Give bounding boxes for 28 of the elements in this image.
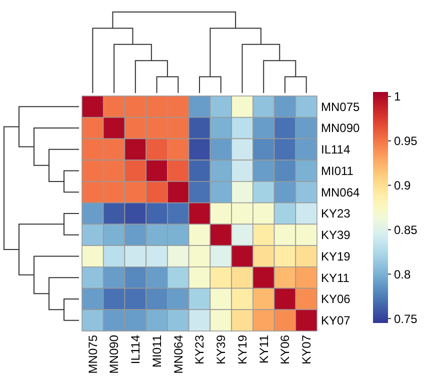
x-tick-label: KY23 [192, 334, 207, 364]
color-bar-label: 1 [394, 90, 401, 104]
color-bar-label: 0.85 [394, 222, 418, 237]
x-tick-label: MN075 [86, 334, 100, 374]
y-tick-label: KY06 [321, 292, 351, 306]
color-bar-label: 0.75 [394, 312, 418, 326]
x-tick-label: MI011 [150, 334, 164, 368]
y-tick-label: KY39 [321, 228, 351, 242]
x-tick-label: KY19 [235, 334, 250, 364]
x-tick-label: KY39 [214, 334, 228, 364]
color-bar-label: 0.8 [394, 267, 412, 282]
y-tick-label: IL114 [321, 142, 350, 157]
y-tick-label: KY07 [321, 314, 351, 328]
x-tick-label: MN090 [107, 334, 122, 374]
y-tick-label: MN075 [321, 100, 360, 114]
y-tick-label: KY11 [321, 270, 350, 285]
y-tick-label: MI011 [321, 164, 354, 178]
y-tick-label: KY23 [321, 206, 351, 221]
y-tick-label: MN090 [321, 121, 360, 136]
x-tick-label: KY06 [278, 334, 292, 364]
y-tick-label: MN064 [321, 185, 360, 200]
x-tick-label: KY07 [300, 334, 314, 364]
color-bar-label: 0.95 [394, 134, 418, 148]
color-bar-label: 0.9 [394, 178, 412, 192]
x-tick-label: KY11 [256, 334, 271, 364]
y-tick-label: KY19 [321, 249, 351, 264]
x-tick-label: IL114 [128, 334, 143, 364]
x-tick-label: MN064 [171, 334, 186, 374]
